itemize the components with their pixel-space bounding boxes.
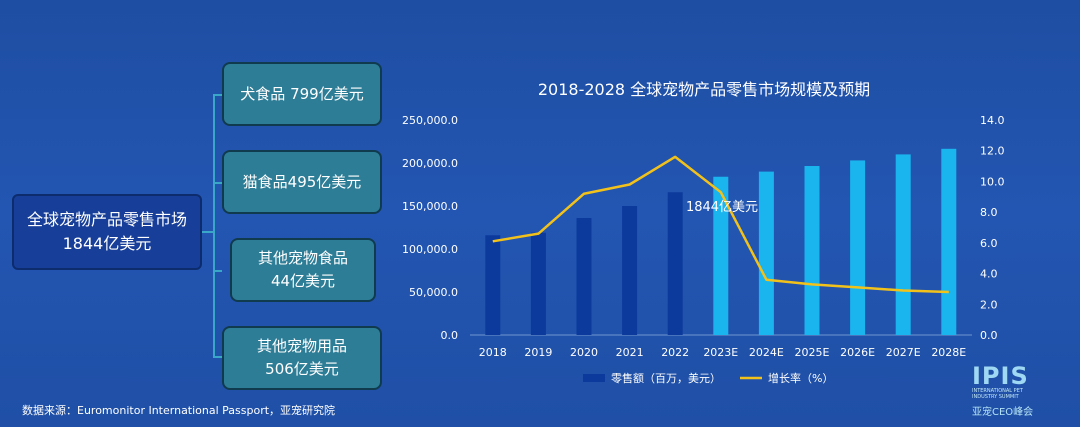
retail-bar-2024E <box>758 171 774 335</box>
legend-swatch-retail <box>583 374 605 382</box>
chart-annotation: 1844亿美元 <box>686 200 758 215</box>
retail-bar-2019 <box>530 232 546 335</box>
legend-label-retail: 零售额（百万，美元） <box>611 371 721 385</box>
x-tick-label: 2018 <box>479 346 507 359</box>
y-left-tick-label: 250,000.0 <box>402 114 458 127</box>
y-left-tick-label: 50,000.0 <box>409 286 458 299</box>
tree-leaf-text: 其他宠物食品 <box>257 249 348 267</box>
ipis-logo-cn: 亚宠CEO峰会 <box>972 407 1034 418</box>
tree-connector-leaf-4 <box>213 356 222 358</box>
tree-root-value: 1844亿美元 <box>62 234 152 253</box>
tree-connector-trunk <box>213 94 215 356</box>
tree-leaf-other-supplies: 其他宠物用品 506亿美元 <box>222 326 382 390</box>
retail-bar-2025E <box>804 166 820 335</box>
y-left-tick-label: 0.0 <box>441 329 459 342</box>
x-tick-label: 2021 <box>616 346 644 359</box>
x-tick-label: 2027E <box>886 346 921 359</box>
tree-leaf-value: 44亿美元 <box>270 272 336 290</box>
retail-bar-2028E <box>941 148 957 335</box>
chart-title: 2018-2028 全球宠物产品零售市场规模及预期 <box>538 80 870 99</box>
growth-rate-line <box>492 155 949 294</box>
y-right-tick-label: 12.0 <box>980 145 1005 158</box>
x-tick-label: 2028E <box>931 346 966 359</box>
retail-bar-2020 <box>576 218 592 335</box>
y-right-tick-label: 6.0 <box>980 237 998 250</box>
y-left-tick-label: 100,000.0 <box>402 243 458 256</box>
tree-leaf-text: 其他宠物用品 <box>256 337 347 355</box>
tree-root-node: 全球宠物产品零售市场 1844亿美元 <box>12 194 202 270</box>
tree-connector-leaf-3 <box>213 270 222 272</box>
retail-bar-2021 <box>622 206 638 335</box>
tree-connector-leaf-2 <box>213 182 222 184</box>
tree-leaf-cat-food: 猫食品495亿美元 <box>222 150 382 214</box>
y-right-tick-label: 10.0 <box>980 175 1005 188</box>
y-left-tick-label: 200,000.0 <box>402 157 458 170</box>
tree-root-title: 全球宠物产品零售市场 <box>26 210 187 229</box>
retail-bar-2023E <box>713 176 729 335</box>
y-right-tick-label: 14.0 <box>980 114 1005 127</box>
y-right-tick-label: 8.0 <box>980 206 998 219</box>
y-right-tick-label: 0.0 <box>980 329 998 342</box>
y-left-tick-label: 150,000.0 <box>402 200 458 213</box>
y-right-tick-label: 4.0 <box>980 268 998 281</box>
y-right-tick-label: 2.0 <box>980 298 998 311</box>
x-tick-label: 2024E <box>749 346 784 359</box>
x-tick-label: 2019 <box>524 346 552 359</box>
retail-bar-2027E <box>895 154 911 335</box>
retail-bar-2018 <box>485 235 501 335</box>
tree-leaf-text: 犬食品 799亿美元 <box>240 84 364 103</box>
x-tick-label: 2022 <box>661 346 689 359</box>
legend-label-growth: 增长率（%） <box>768 371 833 385</box>
retail-bar-2026E <box>850 160 866 335</box>
tree-leaf-other-food: 其他宠物食品 44亿美元 <box>230 238 376 302</box>
tree-leaf-value: 506亿美元 <box>265 360 339 378</box>
x-tick-label: 2025E <box>795 346 830 359</box>
data-source-note: 数据来源：Euromonitor International Passport，… <box>22 404 336 417</box>
tree-connector-leaf-1 <box>213 94 222 96</box>
x-tick-label: 2020 <box>570 346 598 359</box>
x-tick-label: 2026E <box>840 346 875 359</box>
tree-leaf-text: 猫食品495亿美元 <box>242 172 362 191</box>
tree-connector-root <box>202 231 214 233</box>
retail-bar-2022 <box>667 192 683 335</box>
ipis-logo: IPIS <box>972 362 1029 390</box>
ipis-logo-subtitle: INTERNATIONAL PET INDUSTRY SUMMIT <box>972 388 1023 400</box>
tree-leaf-dog-food: 犬食品 799亿美元 <box>222 62 382 126</box>
x-tick-label: 2023E <box>703 346 738 359</box>
